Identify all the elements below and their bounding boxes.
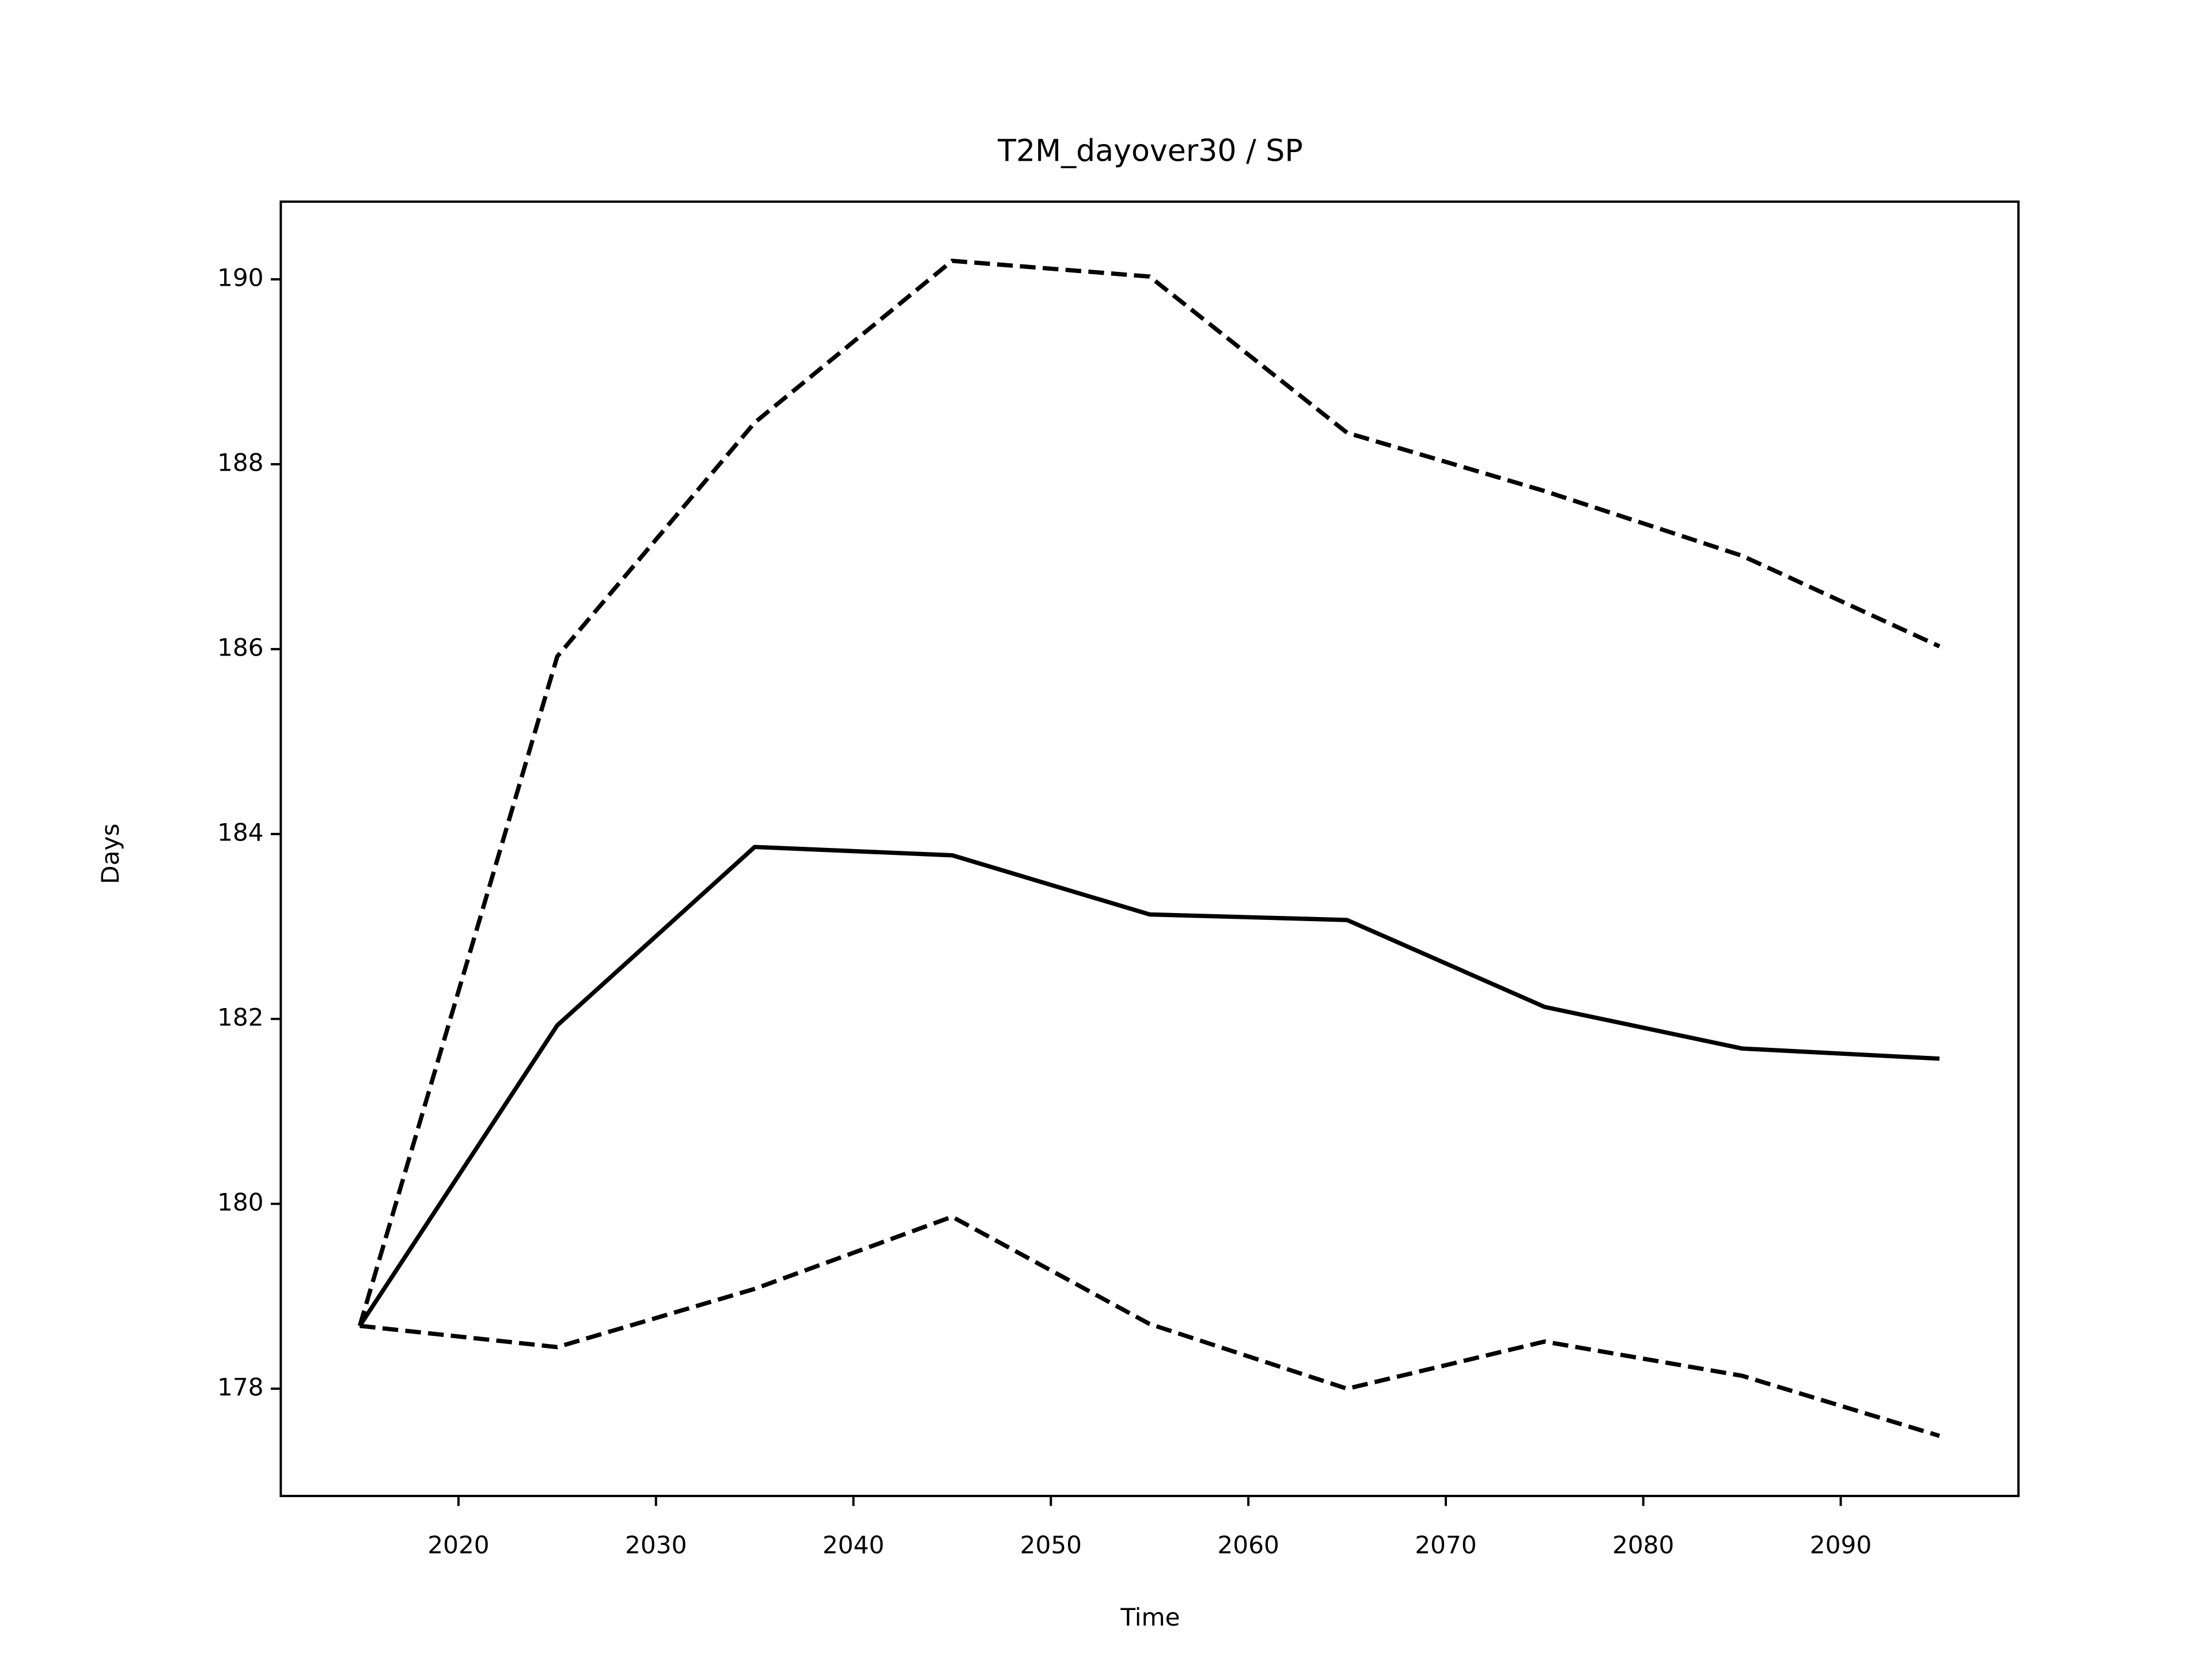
x-axis-label: Time bbox=[1120, 1603, 1180, 1631]
y-tick-label: 186 bbox=[217, 633, 264, 661]
x-tick-label: 2030 bbox=[625, 1531, 687, 1559]
x-tick-label: 2040 bbox=[823, 1531, 884, 1559]
series-line bbox=[359, 1214, 1940, 1438]
y-tick-label: 180 bbox=[217, 1188, 264, 1216]
y-axis-label: Days bbox=[96, 824, 124, 884]
series-line bbox=[357, 259, 1941, 1327]
y-tick-label: 190 bbox=[217, 263, 264, 291]
x-tick-label: 2090 bbox=[1810, 1531, 1872, 1559]
chart-title: T2M_dayover30 / SP bbox=[997, 134, 1303, 169]
plot-frame bbox=[279, 200, 2020, 1497]
x-tick-label: 2020 bbox=[427, 1531, 489, 1559]
series-line bbox=[358, 844, 1940, 1327]
x-tick-label: 2060 bbox=[1217, 1531, 1279, 1559]
x-tick-label: 2070 bbox=[1415, 1531, 1476, 1559]
y-tick-label: 182 bbox=[217, 1003, 264, 1031]
x-tick-label: 2050 bbox=[1020, 1531, 1082, 1559]
y-tick-label: 188 bbox=[217, 448, 264, 476]
x-tick-label: 2080 bbox=[1612, 1531, 1674, 1559]
y-tick-label: 178 bbox=[217, 1373, 264, 1401]
y-tick-label: 184 bbox=[217, 818, 264, 846]
